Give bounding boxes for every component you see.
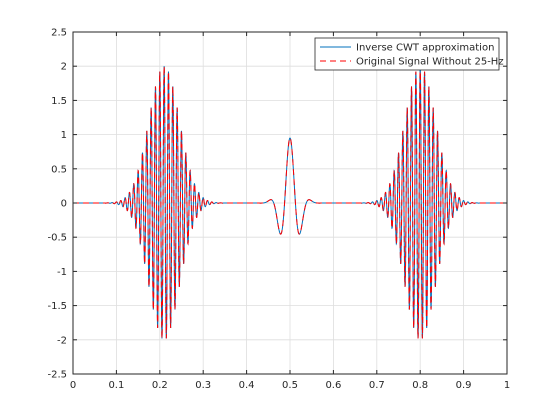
y-tick-label: -1.5 xyxy=(47,301,67,312)
x-tick-label: 0.9 xyxy=(456,380,472,391)
x-tick-label: 0.8 xyxy=(412,380,428,391)
y-tick-label: -1 xyxy=(57,267,67,278)
series-line-original-signal xyxy=(73,66,507,339)
x-tick-label: 0.4 xyxy=(239,380,255,391)
grid xyxy=(73,32,507,374)
y-tick-label: 2.5 xyxy=(51,28,67,39)
x-tick-label: 1 xyxy=(504,380,510,391)
ticks: 0 0.1 0.2 0.3 0.4 0.5 0.6 0.7 0.8 0.9 1 -2.5 -2 -1.5 -… xyxy=(47,28,510,392)
x-tick-label: 0.3 xyxy=(195,380,211,391)
y-tick-label: 1.5 xyxy=(51,96,67,107)
x-tick-label: 0.6 xyxy=(325,380,341,391)
legend-label-original-signal: Original Signal Without 25-Hz xyxy=(356,57,504,68)
x-tick-label: 0.5 xyxy=(282,380,298,391)
x-tick-label: 0 xyxy=(70,380,76,391)
y-tick-label: -2.5 xyxy=(47,370,67,381)
y-tick-label: 1 xyxy=(61,130,67,141)
x-tick-label: 0.1 xyxy=(108,380,124,391)
y-tick-label: 0 xyxy=(61,199,67,210)
legend-label-inverse-cwt: Inverse CWT approximation xyxy=(356,43,494,54)
x-tick-label: 0.2 xyxy=(152,380,168,391)
y-tick-label: 0.5 xyxy=(51,164,67,175)
legend-box xyxy=(314,37,500,71)
y-tick-label: -2 xyxy=(57,335,67,346)
legend: Inverse CWT approximation Original Signa… xyxy=(314,37,504,71)
x-tick-label: 0.7 xyxy=(369,380,385,391)
plot-area: 0 0.1 0.2 0.3 0.4 0.5 0.6 0.7 0.8 0.9 1 -2.5 -2 -1.5 -… xyxy=(47,28,510,392)
series-layer xyxy=(73,66,507,339)
y-tick-label: 2 xyxy=(61,62,67,73)
y-tick-label: -0.5 xyxy=(47,233,67,244)
